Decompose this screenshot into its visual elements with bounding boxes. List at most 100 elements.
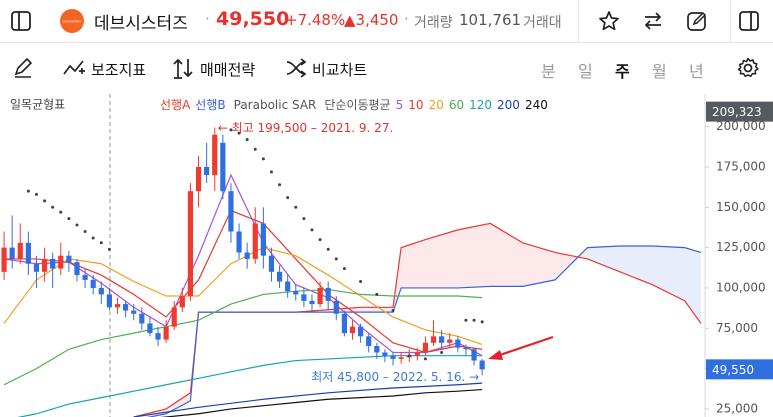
sar-dot xyxy=(480,320,484,324)
candle-body xyxy=(131,310,137,314)
candle-body xyxy=(1,247,7,272)
stock-name: 데브시스터즈 xyxy=(94,14,188,34)
candle-body xyxy=(479,360,485,370)
divider xyxy=(578,0,579,42)
candle-body xyxy=(163,326,169,340)
panel-icon[interactable] xyxy=(10,10,32,32)
sar-dot xyxy=(334,257,338,261)
period-tab[interactable]: 분 xyxy=(541,62,556,81)
cloud-fill xyxy=(587,246,620,272)
legend-item: Parabolic SAR xyxy=(234,98,317,112)
sar-dot xyxy=(253,147,257,151)
draw-icon[interactable] xyxy=(12,57,34,79)
sar-dot xyxy=(67,217,71,221)
candle-body xyxy=(309,300,315,305)
candle-body xyxy=(171,307,177,327)
legend-item: 선행B xyxy=(195,97,225,112)
chart: 25,00050,00075,000100,000125,000150,0001… xyxy=(1,94,773,417)
separator: · xyxy=(404,10,409,28)
candle-body xyxy=(422,342,429,353)
price-tag-label: 209,323 xyxy=(712,105,762,119)
divider xyxy=(730,0,731,42)
candle-body xyxy=(236,231,242,253)
logo: DEVSISTERS xyxy=(60,9,84,33)
cloud-fill xyxy=(522,242,556,287)
candle-body xyxy=(17,242,23,259)
legend-item: 200 xyxy=(497,98,520,112)
candle-body xyxy=(187,191,194,297)
sar-dot xyxy=(359,280,363,284)
sar-dot xyxy=(229,128,233,132)
sar-dot xyxy=(83,229,87,233)
indicators-button[interactable]: 보조지표 xyxy=(91,61,147,79)
legend-item: 5 xyxy=(396,98,404,112)
candle-body xyxy=(82,275,88,280)
sar-dot xyxy=(51,205,55,209)
candle-body xyxy=(333,300,339,314)
cloud-fill xyxy=(652,246,685,301)
cloud-fill xyxy=(684,247,701,324)
sar-dot xyxy=(43,199,47,203)
sar-dot xyxy=(75,223,79,227)
candle-body xyxy=(349,326,356,334)
period-tab[interactable]: 년 xyxy=(689,62,704,81)
strategy-button[interactable]: 매매전략 xyxy=(200,61,256,79)
cloud-fill xyxy=(490,223,523,287)
candle-body xyxy=(58,255,64,269)
sar-dot xyxy=(245,138,249,142)
candle-body xyxy=(374,346,380,353)
legend-item: 240 xyxy=(525,98,548,112)
candle-body xyxy=(74,262,80,276)
candle-body xyxy=(455,339,461,348)
candle-body xyxy=(90,279,96,288)
cloud-line xyxy=(146,245,702,417)
candle-body xyxy=(439,336,445,343)
cloud-fill xyxy=(401,239,426,288)
toolbar: 보조지표 매매전략 비교차트 분 일 주 월 년 xyxy=(0,43,773,94)
period-tab[interactable]: 월 xyxy=(652,62,667,81)
edit-icon[interactable] xyxy=(686,10,708,32)
sar-dot xyxy=(237,131,241,135)
sar-dot xyxy=(310,228,314,232)
legend-item: 120 xyxy=(469,98,492,112)
candle-body xyxy=(244,252,250,259)
pointer-arrow xyxy=(488,335,554,360)
volume-label: 거래량 xyxy=(414,15,453,31)
legend-item: 단순이동평균 xyxy=(324,98,390,112)
side-panel-icon[interactable] xyxy=(738,10,760,32)
candle-body xyxy=(382,352,388,356)
compare-button[interactable]: 비교차트 xyxy=(312,61,368,79)
sar-dot xyxy=(294,205,298,209)
y-tick-label: 175,000 xyxy=(716,159,766,173)
ma-line xyxy=(3,288,483,386)
candle-body xyxy=(25,242,31,264)
candle-body xyxy=(114,304,121,308)
candle-body xyxy=(195,166,202,192)
settings-icon[interactable] xyxy=(737,57,759,79)
candle-body xyxy=(463,347,469,350)
star-icon[interactable] xyxy=(598,10,620,32)
strategy-icon[interactable] xyxy=(172,57,194,79)
compare-icon[interactable] xyxy=(285,58,307,78)
candle-body xyxy=(293,291,299,295)
sar-dot xyxy=(269,170,273,174)
candle-body xyxy=(358,326,364,337)
volume: 101,761 xyxy=(459,11,522,29)
legend-item: 60 xyxy=(449,98,464,112)
candle-body xyxy=(155,333,161,340)
price: 49,550 xyxy=(216,8,290,30)
cloud-fill xyxy=(166,392,191,414)
y-tick-label: 25,000 xyxy=(716,401,758,415)
cloud-fill xyxy=(457,223,491,288)
candle-body xyxy=(66,255,72,263)
candle-body xyxy=(179,296,185,308)
indicator-icon[interactable] xyxy=(62,58,86,78)
period-tab[interactable]: 일 xyxy=(578,62,593,81)
period-tab[interactable]: 주 xyxy=(615,62,630,81)
candle-body xyxy=(50,258,56,269)
low-annotation: 최저 45,800 – 2022. 5. 16. → xyxy=(311,370,479,384)
candle-body xyxy=(147,323,153,334)
sar-dot xyxy=(26,189,30,193)
swap-icon[interactable] xyxy=(642,10,664,32)
